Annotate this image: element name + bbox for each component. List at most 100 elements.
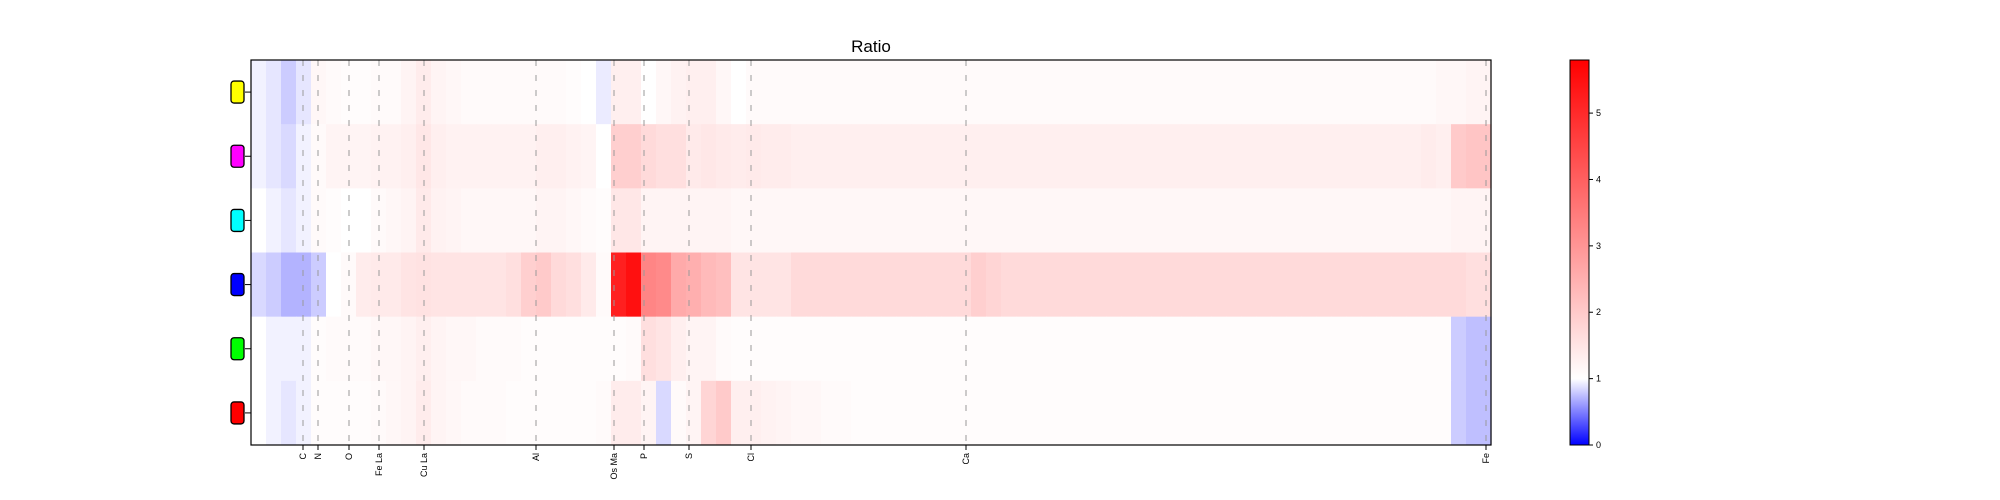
heatmap-cell xyxy=(341,188,357,253)
heatmap-cell xyxy=(1406,188,1422,253)
heatmap-cell xyxy=(1091,124,1107,189)
heatmap-cell xyxy=(506,252,522,317)
heatmap-cell xyxy=(926,316,942,382)
heatmap-cell xyxy=(1421,60,1437,125)
heatmap-cell xyxy=(506,380,522,446)
colorbar-tick-label: 2 xyxy=(1596,307,1601,317)
heatmap-cell xyxy=(281,188,297,253)
heatmap-cell xyxy=(1136,188,1152,253)
heatmap-cell xyxy=(851,380,867,446)
heatmap-cell xyxy=(881,316,897,382)
heatmap-cell xyxy=(1286,60,1302,125)
heatmap-cell xyxy=(521,380,537,446)
heatmap-cell xyxy=(1091,380,1107,446)
heatmap-cell xyxy=(941,188,957,253)
heatmap-cell xyxy=(686,316,702,382)
heatmap-cell xyxy=(1196,316,1212,382)
heatmap-cell xyxy=(836,380,852,446)
heatmap-cell xyxy=(1076,316,1092,382)
heatmap-cell xyxy=(461,60,477,125)
heatmap-cell xyxy=(1436,252,1452,317)
heatmap-cell xyxy=(371,124,387,189)
heatmap-cell xyxy=(1451,60,1467,125)
heatmap-cell xyxy=(851,124,867,189)
heatmap-cell xyxy=(1271,60,1287,125)
heatmap-cell xyxy=(311,60,327,125)
x-tick-label: Fe xyxy=(1481,453,1491,464)
heatmap-cell xyxy=(536,380,552,446)
heatmap-cell xyxy=(716,60,732,125)
heatmap-cell xyxy=(896,380,912,446)
heatmap-cell xyxy=(311,380,327,446)
heatmap-cell xyxy=(1211,252,1227,317)
heatmap-cell xyxy=(1196,60,1212,125)
heatmap-cell xyxy=(896,124,912,189)
heatmap-cell xyxy=(386,188,402,253)
heatmap-cell xyxy=(1301,380,1317,446)
heatmap-cell xyxy=(431,188,447,253)
row-marker xyxy=(230,272,245,297)
heatmap-cell xyxy=(551,124,567,189)
heatmap-cell xyxy=(896,252,912,317)
heatmap-cell xyxy=(356,316,372,382)
heatmap-cell xyxy=(536,60,552,125)
heatmap-cell xyxy=(446,60,462,125)
heatmap-cell xyxy=(986,60,1002,125)
heatmap-cell xyxy=(1421,188,1437,253)
heatmap-cell xyxy=(311,124,327,189)
heatmap-cell xyxy=(1316,380,1332,446)
heatmap-cell xyxy=(1046,316,1062,382)
heatmap-cell xyxy=(1031,188,1047,253)
heatmap-cell xyxy=(1271,188,1287,253)
heatmap-cell xyxy=(1016,316,1032,382)
x-tick-label: N xyxy=(313,453,323,460)
heatmap-cell xyxy=(1421,252,1437,317)
x-tick-label: C xyxy=(298,453,308,460)
heatmap-cell xyxy=(731,188,747,253)
heatmap-cell xyxy=(1061,252,1077,317)
heatmap-cell xyxy=(416,124,432,189)
heatmap-cell xyxy=(506,124,522,189)
heatmap-cell xyxy=(776,380,792,446)
heatmap-cell xyxy=(941,124,957,189)
heatmap-cell xyxy=(1121,252,1137,317)
heatmap-cell xyxy=(1061,316,1077,382)
heatmap-cell xyxy=(581,380,597,446)
heatmap-cell xyxy=(731,124,747,189)
heatmap-cell xyxy=(1256,252,1272,317)
heatmap-cell xyxy=(791,188,807,253)
heatmap-cell xyxy=(326,380,342,446)
heatmap-cell xyxy=(641,124,657,189)
heatmap-cell xyxy=(911,316,927,382)
heatmap-cell xyxy=(1196,188,1212,253)
heatmap-cell xyxy=(956,380,972,446)
heatmap-cell xyxy=(281,124,297,189)
heatmap-cell xyxy=(1331,188,1347,253)
heatmap-cell xyxy=(821,316,837,382)
x-tick-label: Al xyxy=(531,453,541,461)
row-marker xyxy=(230,401,245,425)
heatmap-cell xyxy=(701,188,717,253)
heatmap-cell xyxy=(551,60,567,125)
heatmap-cell xyxy=(1241,316,1257,382)
heatmap-cell xyxy=(671,380,687,446)
heatmap-cell xyxy=(596,60,612,125)
heatmap-cell xyxy=(1076,60,1092,125)
heatmap-cell xyxy=(476,188,492,253)
heatmap-cell xyxy=(356,252,372,317)
heatmap-cell xyxy=(866,188,882,253)
heatmap-cell xyxy=(746,60,762,125)
heatmap-cell xyxy=(1151,60,1167,125)
heatmap-cell xyxy=(911,380,927,446)
heatmap-cell xyxy=(1136,316,1152,382)
heatmap-cell xyxy=(1151,124,1167,189)
heatmap-cell xyxy=(626,124,642,189)
heatmap-cell xyxy=(1061,188,1077,253)
x-tick-label: S xyxy=(684,453,694,459)
heatmap-cell xyxy=(971,124,987,189)
heatmap-cell xyxy=(1241,124,1257,189)
heatmap-cell xyxy=(1031,380,1047,446)
heatmap-cell xyxy=(1106,252,1122,317)
heatmap-cell xyxy=(641,252,657,317)
heatmap-cell xyxy=(1316,124,1332,189)
